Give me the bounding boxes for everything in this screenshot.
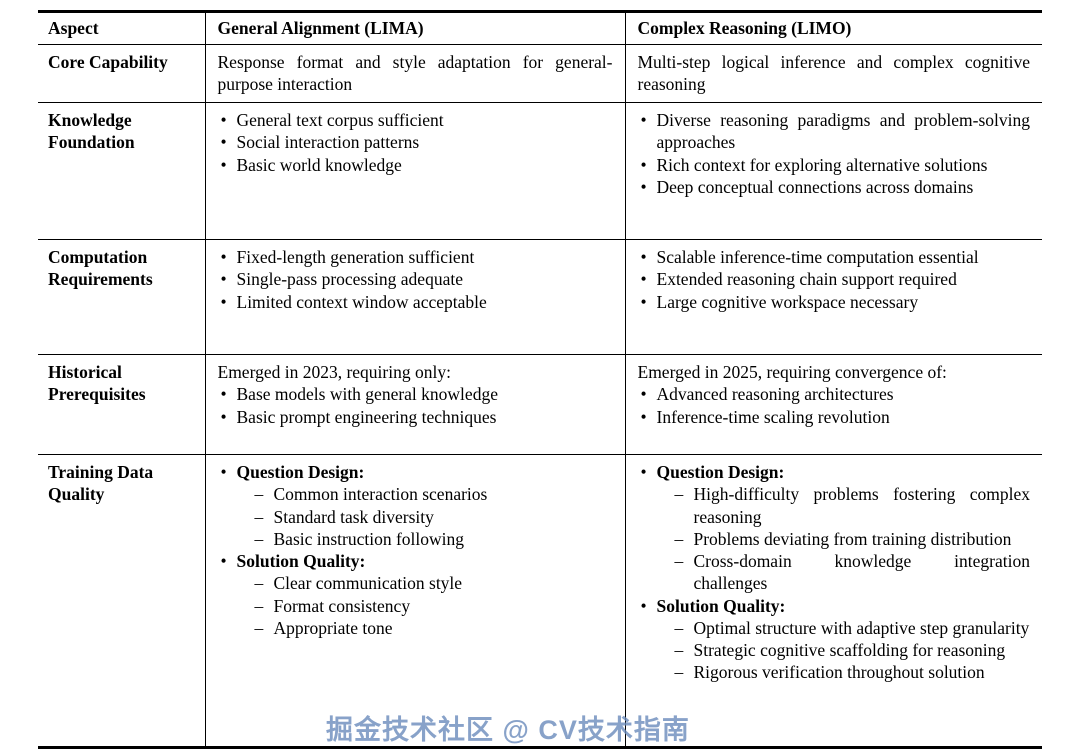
list-item: Optimal structure with adaptive step gra… xyxy=(638,617,1031,639)
list-item: Extended reasoning chain support require… xyxy=(638,268,1031,290)
list-item: Large cognitive workspace necessary xyxy=(638,291,1031,313)
cell-intro-text: Emerged in 2025, requiring convergence o… xyxy=(637,362,947,383)
nested-bullet-list: Question Design: Common interaction scen… xyxy=(218,461,613,639)
bullet-list: Base models with general knowledge Basic… xyxy=(218,383,613,428)
list-item: Inference-time scaling revolution xyxy=(638,406,1031,428)
aspect-label: Historical Prerequisites xyxy=(48,362,146,405)
limo-cell: Multi-step logical inference and complex… xyxy=(624,44,1042,103)
list-item: Problems deviating from training distrib… xyxy=(638,528,1031,550)
list-item: Clear communication style xyxy=(218,572,613,594)
list-item: Single-pass processing adequate xyxy=(218,268,613,290)
column-header-lima: General Alignment (LIMA) xyxy=(204,11,625,45)
list-group-label: Solution Quality: xyxy=(236,551,366,572)
aspect-label: Computation Requirements xyxy=(48,247,153,290)
lima-cell: Emerged in 2023, requiring only: Base mo… xyxy=(204,354,625,455)
list-group-item: Question Design: xyxy=(638,461,1031,483)
list-item: Social interaction patterns xyxy=(218,131,613,153)
table-row-computation-requirements: Computation Requirements Fixed-length ge… xyxy=(38,239,1042,355)
list-item: Scalable inference-time computation esse… xyxy=(638,246,1031,268)
aspect-label: Knowledge Foundation xyxy=(48,110,135,153)
list-item: Limited context window acceptable xyxy=(218,291,613,313)
limo-cell: Diverse reasoning paradigms and problem-… xyxy=(624,102,1042,240)
list-group-label: Question Design: xyxy=(236,462,365,483)
bullet-list: Scalable inference-time computation esse… xyxy=(638,246,1031,313)
table-row-training-data-quality: Training Data Quality Question Design: C… xyxy=(38,454,1042,748)
list-item: Fixed-length generation sufficient xyxy=(218,246,613,268)
limo-cell: Question Design: High-difficulty problem… xyxy=(624,454,1042,748)
nested-bullet-list: Question Design: High-difficulty problem… xyxy=(638,461,1031,683)
list-item: Rich context for exploring alternative s… xyxy=(638,154,1031,176)
list-item: Base models with general knowledge xyxy=(218,383,613,405)
list-group-label: Question Design: xyxy=(656,462,785,483)
list-group-label: Solution Quality: xyxy=(656,595,786,616)
list-item: Format consistency xyxy=(218,595,613,617)
list-item: Cross-domain knowledge integration chall… xyxy=(638,550,1030,594)
lima-cell: Question Design: Common interaction scen… xyxy=(204,454,625,748)
list-group-item: Question Design: xyxy=(218,461,613,483)
column-header-aspect: Aspect xyxy=(48,18,99,38)
list-item: Strategic cognitive scaffolding for reas… xyxy=(638,639,1031,661)
list-item: Rigorous verification throughout solutio… xyxy=(638,661,1031,683)
table-row-knowledge-foundation: Knowledge Foundation General text corpus… xyxy=(38,102,1042,240)
bullet-list: Diverse reasoning paradigms and problem-… xyxy=(638,109,1031,198)
aspect-label: Training Data Quality xyxy=(48,462,154,505)
list-item: Basic instruction following xyxy=(218,528,613,550)
list-item: Diverse reasoning paradigms and problem-… xyxy=(638,109,1030,153)
list-item: Common interaction scenarios xyxy=(218,483,613,505)
list-group-item: Solution Quality: xyxy=(218,550,613,572)
limo-cell: Emerged in 2025, requiring convergence o… xyxy=(624,354,1042,455)
bullet-list: Advanced reasoning architectures Inferen… xyxy=(638,383,1031,428)
list-group-item: Solution Quality: xyxy=(638,595,1031,617)
limo-cell: Scalable inference-time computation esse… xyxy=(624,239,1042,355)
lima-cell: Fixed-length generation sufficient Singl… xyxy=(204,239,625,355)
list-item: Basic world knowledge xyxy=(218,154,613,176)
list-item: Basic prompt engineering techniques xyxy=(218,406,613,428)
table-row-core-capability: Core Capability Response format and styl… xyxy=(38,44,1042,103)
bullet-list: Fixed-length generation sufficient Singl… xyxy=(218,246,613,313)
list-item: General text corpus sufficient xyxy=(218,109,613,131)
table-row-historical-prerequisites: Historical Prerequisites Emerged in 2023… xyxy=(38,354,1042,455)
comparison-table: Aspect General Alignment (LIMA) Complex … xyxy=(38,10,1042,750)
cell-intro-text: Emerged in 2023, requiring only: xyxy=(217,362,451,383)
lima-cell: General text corpus sufficient Social in… xyxy=(204,102,625,240)
list-item: Appropriate tone xyxy=(218,617,613,639)
list-item: Advanced reasoning architectures xyxy=(638,383,1031,405)
bullet-list: General text corpus sufficient Social in… xyxy=(218,109,613,176)
table-header-row: Aspect General Alignment (LIMA) Complex … xyxy=(38,11,1042,45)
lima-cell: Response format and style adaptation for… xyxy=(204,44,625,103)
aspect-label: Core Capability xyxy=(48,52,168,73)
list-item: Deep conceptual connections across domai… xyxy=(638,176,1031,198)
list-item: Standard task diversity xyxy=(218,506,613,528)
column-header-limo: Complex Reasoning (LIMO) xyxy=(624,11,1042,45)
list-item: High-difficulty problems fostering compl… xyxy=(638,483,1030,527)
